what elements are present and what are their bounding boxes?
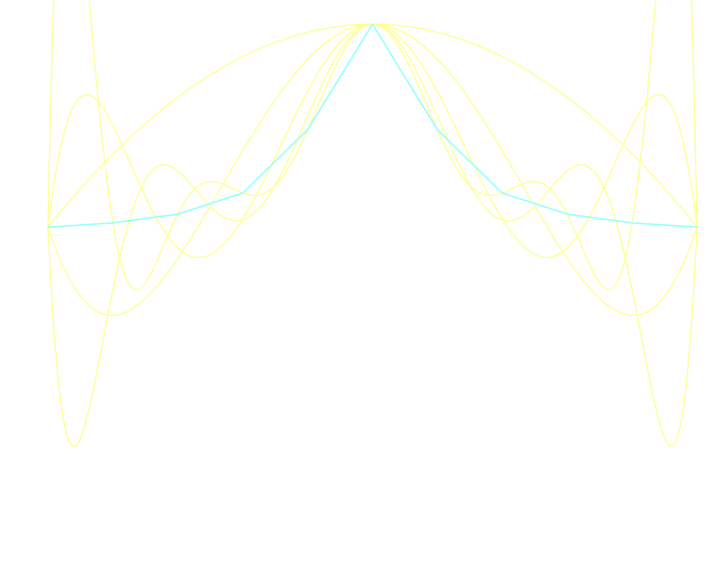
series-layer — [47, 0, 698, 448]
interpolant-9-nodes-line — [47, 23, 698, 448]
interpolant-7-nodes-line — [47, 23, 698, 259]
exact-function-line — [47, 23, 698, 228]
interpolant-5-nodes-line — [47, 23, 698, 317]
interpolant-11-nodes-line — [47, 0, 698, 291]
